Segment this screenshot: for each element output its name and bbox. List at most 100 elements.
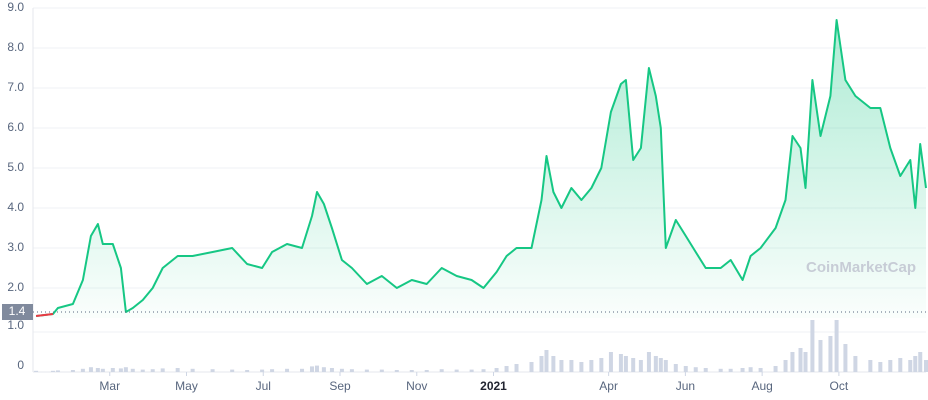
volume-bar <box>783 360 788 372</box>
price-area <box>36 20 926 318</box>
volume-bar <box>638 360 643 372</box>
volume-bar <box>579 362 584 372</box>
volume-bar <box>718 368 723 372</box>
volume-bar <box>539 356 544 372</box>
volume-bar <box>424 370 429 372</box>
volume-bar <box>150 369 155 372</box>
price-line-start <box>35 313 54 317</box>
current-price-label: 1.4 <box>9 304 26 318</box>
volume-bar <box>618 354 623 372</box>
volume-bar <box>818 340 823 372</box>
volume-bar <box>230 369 235 372</box>
x-tick-label: Jun <box>676 379 695 393</box>
grid <box>32 7 926 376</box>
volume-bar <box>140 369 145 372</box>
y-tick-label: 8.0 <box>7 40 24 54</box>
area-layer <box>35 19 927 318</box>
volume-bar <box>758 368 763 372</box>
volume-bar <box>190 368 195 372</box>
x-tick-label: Apr <box>599 379 618 393</box>
volume-bar <box>481 369 486 372</box>
volume-bar <box>514 364 519 372</box>
current-price-box <box>2 304 33 320</box>
volume-bar <box>748 367 753 372</box>
volume-bar <box>828 336 833 372</box>
volume-bar <box>683 366 688 372</box>
volume-bar <box>504 366 509 372</box>
volume-bar <box>599 358 604 372</box>
y2-tick-label: 0 <box>17 358 24 372</box>
volume-bar <box>898 358 903 372</box>
volume-bar <box>494 368 499 372</box>
volume-bar <box>908 360 913 372</box>
volume-bar <box>798 348 803 372</box>
volume-bar <box>529 362 534 372</box>
volume-bar <box>544 350 549 372</box>
volume-bar <box>50 370 55 372</box>
volume-bar <box>339 368 344 372</box>
volume-bar <box>100 368 105 372</box>
x-tick-label: Jul <box>256 379 271 393</box>
volume-bar <box>653 356 658 372</box>
volume-bar <box>790 352 795 372</box>
volume-bars <box>34 320 928 372</box>
y-tick-label: 2.0 <box>7 280 24 294</box>
volume-bar <box>123 367 128 372</box>
volume-bar <box>703 368 708 372</box>
volume-bar <box>175 368 180 372</box>
x-tick-label: Aug <box>751 379 772 393</box>
volume-bar <box>364 369 369 372</box>
volume-bar <box>663 360 668 372</box>
volume-bar <box>454 369 459 372</box>
y-tick-label: 3.0 <box>7 240 24 254</box>
volume-bar <box>309 366 314 372</box>
y-tick-label: 7.0 <box>7 80 24 94</box>
x-tick-label: May <box>175 379 198 393</box>
volume-bar <box>95 368 100 372</box>
y-tick-label: 4.0 <box>7 200 24 214</box>
volume-bar <box>314 365 319 372</box>
volume-bar <box>329 368 334 372</box>
x-tick-label: Nov <box>406 379 427 393</box>
volume-bar <box>834 320 839 372</box>
volume-bar <box>803 352 808 372</box>
volume-bar <box>409 370 414 372</box>
volume-bar <box>349 369 354 372</box>
volume-bar <box>55 370 60 372</box>
volume-bar <box>810 320 815 372</box>
volume-bar <box>843 344 848 372</box>
x-tick-label: Mar <box>99 379 120 393</box>
volume-bar <box>589 360 594 372</box>
volume-bar <box>673 364 678 372</box>
volume-bar <box>740 368 745 372</box>
y-tick-label: 6.0 <box>7 120 24 134</box>
volume-bar <box>379 369 384 372</box>
volume-bar <box>631 358 636 372</box>
x-tick-label: Oct <box>830 379 849 393</box>
x-tick-label: 2021 <box>480 379 507 393</box>
volume-bar <box>210 369 215 372</box>
volume-bar <box>260 369 265 372</box>
volume-bar <box>888 360 893 372</box>
volume-bar <box>868 360 873 372</box>
volume-bar <box>110 368 115 372</box>
volume-bar <box>270 369 275 372</box>
volume-bar <box>321 367 326 372</box>
y2-tick-label: 1.0 <box>7 318 24 332</box>
volume-bar <box>608 352 613 372</box>
volume-bar <box>693 367 698 372</box>
volume-bar <box>623 356 628 372</box>
x-tick-label: Sep <box>329 379 351 393</box>
volume-bar <box>130 368 135 372</box>
volume-bar <box>439 369 444 372</box>
price-line <box>35 19 927 317</box>
volume-bar <box>569 360 574 372</box>
volume-bar <box>80 368 85 372</box>
volume-bar <box>300 368 305 372</box>
volume-bar <box>88 367 93 372</box>
volume-bar <box>34 370 39 372</box>
volume-bar <box>160 368 165 372</box>
watermark: CoinMarketCap <box>806 259 916 276</box>
volume-bar <box>394 370 399 372</box>
